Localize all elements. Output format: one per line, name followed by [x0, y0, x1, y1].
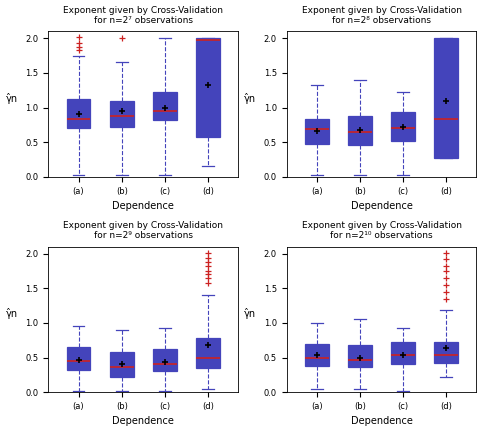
PathPatch shape [348, 345, 372, 367]
PathPatch shape [67, 347, 91, 370]
PathPatch shape [434, 38, 458, 158]
PathPatch shape [391, 342, 415, 365]
PathPatch shape [153, 349, 177, 372]
X-axis label: Dependence: Dependence [112, 416, 174, 426]
PathPatch shape [153, 92, 177, 120]
PathPatch shape [348, 116, 372, 145]
PathPatch shape [196, 38, 220, 137]
PathPatch shape [110, 101, 134, 127]
Title: Exponent given by Cross-Validation
for n=2⁸ observations: Exponent given by Cross-Validation for n… [302, 6, 461, 25]
Y-axis label: γ̂n: γ̂n [244, 93, 256, 104]
PathPatch shape [196, 338, 220, 368]
X-axis label: Dependence: Dependence [350, 201, 413, 211]
PathPatch shape [67, 99, 91, 128]
Y-axis label: γ̂n: γ̂n [6, 93, 18, 104]
PathPatch shape [434, 342, 458, 363]
PathPatch shape [305, 343, 329, 366]
Title: Exponent given by Cross-Validation
for n=2⁹ observations: Exponent given by Cross-Validation for n… [63, 221, 223, 240]
Y-axis label: γ̂n: γ̂n [6, 308, 18, 319]
PathPatch shape [110, 352, 134, 377]
X-axis label: Dependence: Dependence [350, 416, 413, 426]
Y-axis label: γ̂n: γ̂n [244, 308, 256, 319]
Title: Exponent given by Cross-Validation
for n=2⁷ observations: Exponent given by Cross-Validation for n… [63, 6, 223, 25]
PathPatch shape [305, 119, 329, 144]
Title: Exponent given by Cross-Validation
for n=2¹⁰ observations: Exponent given by Cross-Validation for n… [302, 221, 461, 240]
PathPatch shape [391, 112, 415, 141]
X-axis label: Dependence: Dependence [112, 201, 174, 211]
